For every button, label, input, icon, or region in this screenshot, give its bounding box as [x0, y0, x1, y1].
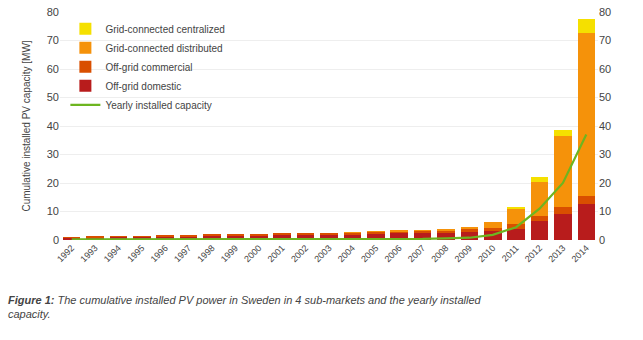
svg-text:Grid-connected centralized: Grid-connected centralized: [105, 24, 225, 35]
svg-text:2010: 2010: [476, 243, 497, 264]
svg-text:80: 80: [47, 6, 59, 18]
svg-text:2011: 2011: [500, 243, 521, 264]
svg-text:Cumulative installed PV capaci: Cumulative installed PV capacity [MW]: [21, 40, 32, 211]
svg-text:2004: 2004: [336, 243, 357, 264]
svg-text:Off-grid commercial: Off-grid commercial: [105, 62, 192, 73]
svg-text:20: 20: [47, 177, 59, 189]
svg-text:2014: 2014: [570, 243, 591, 264]
svg-text:10: 10: [599, 205, 611, 217]
svg-text:2009: 2009: [453, 243, 474, 264]
svg-text:1996: 1996: [149, 243, 170, 264]
svg-text:20: 20: [599, 177, 611, 189]
svg-text:50: 50: [47, 91, 59, 103]
svg-text:2013: 2013: [546, 243, 567, 264]
svg-text:60: 60: [47, 63, 59, 75]
svg-text:10: 10: [47, 205, 59, 217]
svg-text:70: 70: [47, 34, 59, 46]
svg-text:2008: 2008: [429, 243, 450, 264]
svg-text:Off-grid domestic: Off-grid domestic: [105, 81, 181, 92]
svg-text:2006: 2006: [383, 243, 404, 264]
svg-text:1993: 1993: [78, 243, 99, 264]
svg-text:70: 70: [599, 34, 611, 46]
svg-text:50: 50: [599, 91, 611, 103]
svg-text:Grid-connected distributed: Grid-connected distributed: [105, 43, 222, 54]
svg-text:1995: 1995: [125, 243, 146, 264]
svg-text:0: 0: [53, 234, 59, 246]
svg-text:1994: 1994: [102, 243, 123, 264]
svg-text:Figure 1: The cumulative insta: Figure 1: The cumulative installed PV po…: [8, 294, 482, 320]
svg-text:40: 40: [599, 120, 611, 132]
svg-text:40: 40: [47, 120, 59, 132]
svg-text:0: 0: [599, 234, 605, 246]
svg-text:2002: 2002: [289, 243, 310, 264]
svg-text:1992: 1992: [55, 243, 76, 264]
svg-text:2000: 2000: [242, 243, 263, 264]
svg-text:2012: 2012: [523, 243, 544, 264]
svg-text:2007: 2007: [406, 243, 427, 264]
svg-text:Yearly installed capacity: Yearly installed capacity: [105, 100, 211, 111]
svg-text:60: 60: [599, 63, 611, 75]
svg-text:30: 30: [47, 148, 59, 160]
svg-text:1998: 1998: [195, 243, 216, 264]
svg-text:2003: 2003: [312, 243, 333, 264]
svg-text:1999: 1999: [219, 243, 240, 264]
svg-text:1997: 1997: [172, 243, 193, 264]
svg-text:30: 30: [599, 148, 611, 160]
svg-text:2001: 2001: [266, 243, 287, 264]
svg-text:2005: 2005: [359, 243, 380, 264]
svg-text:80: 80: [599, 6, 611, 18]
